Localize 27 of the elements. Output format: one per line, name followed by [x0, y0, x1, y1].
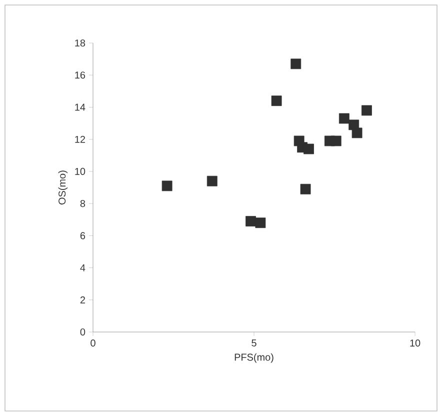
- point: [338, 113, 350, 124]
- y-tick-label: 4: [80, 264, 86, 272]
- y-tick-label: 18: [75, 39, 86, 47]
- x-tick-label: 10: [410, 340, 420, 347]
- x-tick-label: 5: [252, 340, 256, 346]
- y-tick-label: 16: [75, 72, 86, 79]
- point: [330, 136, 342, 146]
- point: [362, 105, 372, 116]
- y-tick-label: 2: [80, 296, 85, 304]
- point: [304, 144, 314, 154]
- point: [300, 184, 311, 194]
- y-tick-label: 14: [75, 104, 86, 111]
- y-tick-label: 12: [75, 136, 85, 143]
- point: [255, 218, 266, 228]
- point: [162, 180, 172, 192]
- x-axis-title: PFS(mo): [234, 353, 274, 363]
- y-tick-label: 8: [80, 200, 86, 208]
- point: [290, 58, 302, 70]
- point: [352, 128, 362, 138]
- y-axis-title: OS(mo): [58, 170, 68, 204]
- point: [246, 216, 256, 226]
- y-tick-label: 0: [80, 328, 86, 336]
- point: [206, 176, 218, 186]
- point: [271, 96, 282, 106]
- y-tick-label: 6: [80, 232, 86, 240]
- y-tick-label: 10: [75, 168, 86, 175]
- x-tick-label: 0: [90, 340, 96, 347]
